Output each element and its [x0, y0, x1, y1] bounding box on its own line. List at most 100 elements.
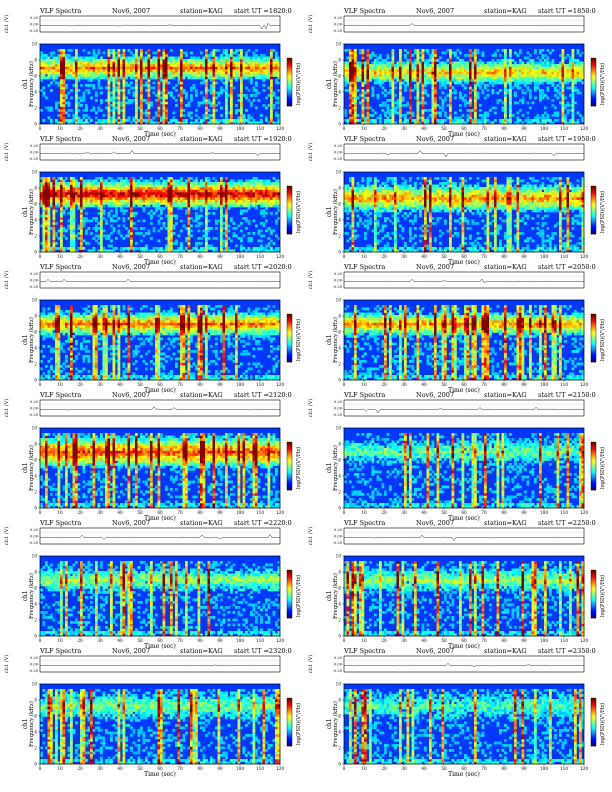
panel-title: VLF Spectra — [343, 7, 385, 15]
time-tick-label: 120 — [580, 638, 588, 643]
trace-tick-label: 0.20 — [30, 272, 39, 276]
colorbar-label: log(PSD)(V²/Hz) — [295, 703, 302, 745]
freq-tick-label: 2 — [338, 490, 341, 495]
time-tick-label: 120 — [276, 510, 284, 515]
ch1-trace-frame — [39, 399, 281, 417]
freq-tick-label: 6 — [34, 586, 37, 591]
time-axis-label: Time (sec) — [144, 771, 176, 778]
ch1-trace-axis-label: ch1 (V) — [307, 271, 314, 289]
time-tick-label: 0 — [39, 766, 42, 771]
trace-tick-label: -0.20 — [29, 157, 39, 161]
time-tick-label: 90 — [217, 766, 223, 771]
time-tick-label: 120 — [276, 254, 284, 259]
time-tick-label: 70 — [481, 638, 487, 643]
freq-tick-label: 8 — [34, 314, 37, 319]
time-tick-label: 120 — [276, 126, 284, 131]
time-tick-label: 80 — [197, 510, 203, 515]
time-tick-label: 0 — [343, 382, 346, 387]
spectrogram-panel: VLF Spectra Nov6, 2007 station=KAG start UT… — [307, 263, 606, 394]
time-tick-label: 10 — [57, 766, 63, 771]
panel-date: Nov6, 2007 — [112, 519, 150, 527]
trace-tick-label: -0.20 — [333, 413, 343, 417]
freq-tick-label: 6 — [338, 74, 341, 79]
trace-tick-label: 0.20 — [30, 656, 39, 660]
ch1-trace-frame — [39, 655, 281, 673]
time-tick-label: 60 — [461, 382, 467, 387]
time-tick-label: 30 — [97, 382, 103, 387]
time-axis-label: Time (sec) — [448, 387, 480, 394]
trace-tick-label: 0.20 — [30, 144, 39, 148]
time-tick-label: 70 — [481, 126, 487, 131]
time-tick-label: 90 — [217, 382, 223, 387]
time-tick-label: 0 — [343, 766, 346, 771]
channel-side-label: ch1 — [326, 462, 333, 473]
time-tick-label: 50 — [441, 254, 447, 259]
time-axis-label: Time (sec) — [144, 131, 176, 138]
time-tick-label: 20 — [77, 638, 83, 643]
trace-tick-label: 0.20 — [334, 528, 343, 532]
channel-side-label: ch1 — [22, 206, 29, 217]
time-tick-label: 120 — [580, 382, 588, 387]
time-tick-label: 0 — [39, 510, 42, 515]
time-tick-label: 50 — [137, 126, 143, 131]
time-tick-label: 110 — [256, 126, 264, 131]
time-tick-label: 60 — [157, 126, 163, 131]
trace-tick-label: 0.00 — [334, 23, 343, 27]
time-tick-label: 100 — [236, 638, 244, 643]
time-tick-label: 0 — [343, 510, 346, 515]
time-tick-label: 10 — [361, 254, 367, 259]
time-tick-label: 20 — [77, 510, 83, 515]
panel-date: Nov6, 2007 — [112, 135, 150, 143]
panel-date: Nov6, 2007 — [416, 647, 454, 655]
panel-title: VLF Spectra — [343, 391, 385, 399]
time-tick-label: 20 — [77, 382, 83, 387]
time-tick-label: 10 — [57, 638, 63, 643]
trace-tick-label: 0.00 — [334, 407, 343, 411]
trace-tick-label: -0.20 — [29, 29, 39, 33]
time-tick-label: 20 — [381, 254, 387, 259]
time-tick-label: 70 — [481, 254, 487, 259]
time-tick-label: 120 — [580, 510, 588, 515]
panel-date: Nov6, 2007 — [416, 263, 454, 271]
trace-tick-label: -0.20 — [29, 541, 39, 545]
colorbar — [590, 185, 597, 235]
freq-tick-label: 0 — [34, 634, 37, 639]
panel-title: VLF Spectra — [39, 263, 81, 271]
time-tick-label: 40 — [421, 126, 427, 131]
ch1-trace-frame — [343, 15, 585, 33]
trace-tick-label: 0.00 — [334, 663, 343, 667]
time-tick-label: 100 — [236, 766, 244, 771]
panel-date: Nov6, 2007 — [112, 647, 150, 655]
panel-station: station=KAG — [484, 135, 527, 143]
panel-date: Nov6, 2007 — [112, 263, 150, 271]
time-tick-label: 30 — [97, 126, 103, 131]
time-tick-label: 90 — [521, 254, 527, 259]
time-tick-label: 120 — [580, 126, 588, 131]
time-tick-label: 60 — [461, 254, 467, 259]
time-tick-label: 60 — [157, 254, 163, 259]
freq-tick-label: 2 — [338, 746, 341, 751]
colorbar-label: log(PSD)(V²/Hz) — [599, 63, 606, 105]
panel-start-ut: start UT =1950:0 — [538, 135, 596, 143]
spectrogram-panel: VLF Spectra Nov6, 2007 station=KAG start UT… — [3, 135, 302, 266]
panel-start-ut: start UT =2220:0 — [234, 519, 292, 527]
freq-tick-label: 10 — [32, 42, 38, 47]
channel-side-label: ch1 — [22, 590, 29, 601]
freq-tick-label: 4 — [338, 474, 341, 479]
freq-tick-label: 6 — [34, 74, 37, 79]
ch1-trace-frame — [39, 271, 281, 289]
trace-tick-label: -0.20 — [29, 669, 39, 673]
time-tick-label: 70 — [177, 510, 183, 515]
time-tick-label: 40 — [421, 510, 427, 515]
panel-title: VLF Spectra — [343, 135, 385, 143]
freq-tick-label: 4 — [338, 90, 341, 95]
time-tick-label: 120 — [276, 766, 284, 771]
freq-tick-label: 6 — [34, 202, 37, 207]
time-tick-label: 60 — [461, 126, 467, 131]
panel-start-ut: start UT =1820:0 — [234, 7, 292, 15]
time-axis-label: Time (sec) — [448, 131, 480, 138]
trace-tick-label: 0.00 — [334, 279, 343, 283]
time-tick-label: 10 — [361, 382, 367, 387]
panel-start-ut: start UT =2050:0 — [538, 263, 596, 271]
ch1-trace-line — [343, 150, 585, 158]
